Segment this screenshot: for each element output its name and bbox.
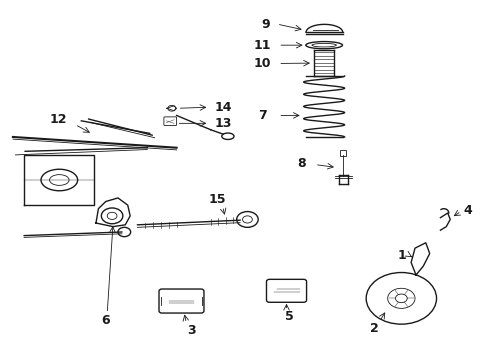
Text: 5: 5 xyxy=(285,310,294,324)
FancyBboxPatch shape xyxy=(159,289,204,313)
Text: 4: 4 xyxy=(463,204,472,217)
Text: 7: 7 xyxy=(258,109,267,122)
Text: 14: 14 xyxy=(214,101,232,114)
Circle shape xyxy=(388,288,415,309)
Text: 6: 6 xyxy=(101,314,110,327)
Text: 11: 11 xyxy=(253,39,271,52)
Text: 10: 10 xyxy=(253,57,271,70)
Text: 9: 9 xyxy=(261,18,270,31)
Text: 13: 13 xyxy=(214,117,232,130)
FancyBboxPatch shape xyxy=(164,117,176,126)
Ellipse shape xyxy=(306,41,343,49)
Circle shape xyxy=(101,208,123,224)
Circle shape xyxy=(243,216,252,223)
Ellipse shape xyxy=(312,43,336,47)
Text: 15: 15 xyxy=(208,193,226,206)
Circle shape xyxy=(118,227,131,237)
Circle shape xyxy=(366,273,437,324)
Text: 12: 12 xyxy=(49,113,67,126)
Circle shape xyxy=(237,212,258,227)
Text: 8: 8 xyxy=(297,157,305,170)
Ellipse shape xyxy=(222,133,234,139)
Text: 3: 3 xyxy=(187,324,196,337)
FancyBboxPatch shape xyxy=(340,150,345,156)
Ellipse shape xyxy=(41,169,77,191)
FancyBboxPatch shape xyxy=(267,279,307,302)
Circle shape xyxy=(395,294,407,303)
Circle shape xyxy=(107,212,117,220)
Text: 1: 1 xyxy=(398,249,407,262)
Circle shape xyxy=(168,105,175,111)
Ellipse shape xyxy=(49,175,69,185)
Text: 2: 2 xyxy=(370,322,379,335)
